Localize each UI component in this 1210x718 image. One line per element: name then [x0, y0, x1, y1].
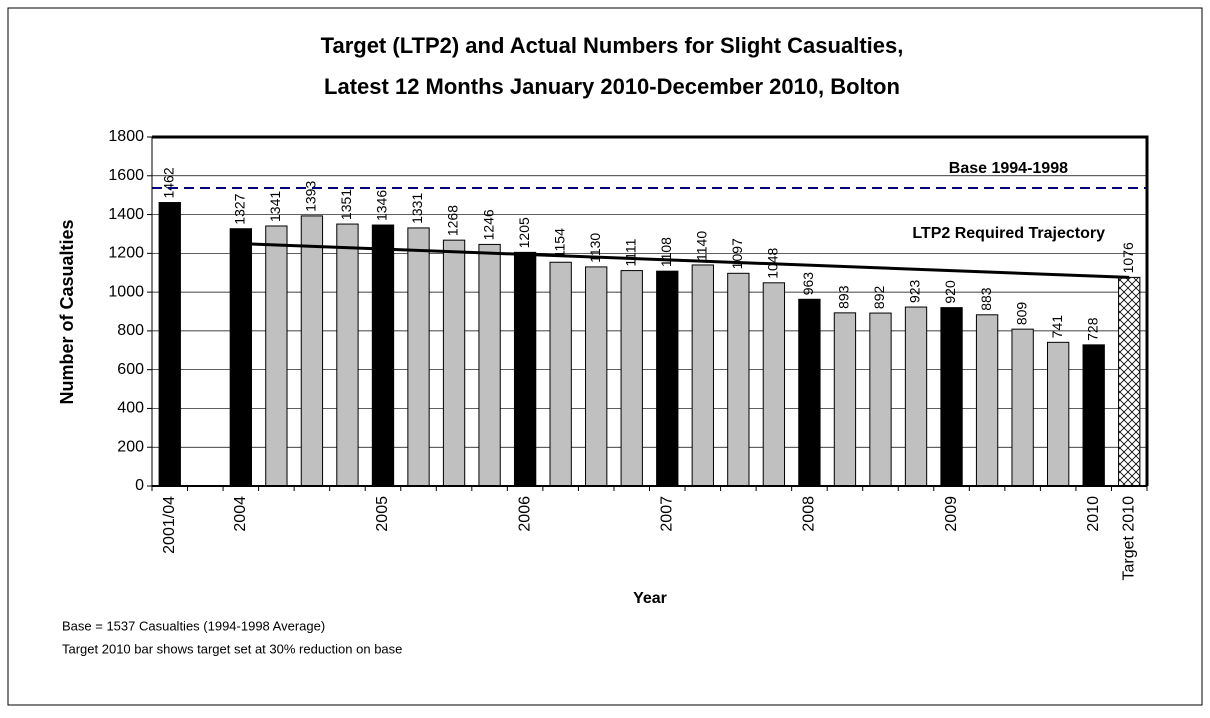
x-tick-label: 2009 — [943, 496, 960, 532]
chart-title: Latest 12 Months January 2010-December 2… — [324, 74, 900, 99]
data-label: 1111 — [622, 238, 638, 266]
data-label: 893 — [836, 285, 852, 309]
y-tick-label: 1400 — [108, 206, 144, 223]
y-tick-label: 400 — [117, 400, 144, 417]
bar — [620, 270, 643, 487]
note: Target 2010 bar shows target set at 30% … — [62, 641, 402, 656]
y-axis-label: Number of Casualties — [57, 219, 77, 404]
plot-frame — [152, 135, 1149, 486]
y-tick-label: 1000 — [108, 283, 144, 300]
data-label: 1327 — [232, 193, 248, 224]
y-tick-label: 600 — [117, 361, 144, 378]
trajectory-label: LTP2 Required Trajectory — [912, 225, 1105, 242]
data-label: 1346 — [374, 190, 390, 221]
data-label: 1351 — [338, 189, 354, 220]
bar — [585, 266, 608, 487]
data-label: 728 — [1084, 317, 1100, 341]
note: Base = 1537 Casualties (1994-1998 Averag… — [62, 618, 325, 633]
bar — [407, 227, 430, 487]
x-tick-label: 2007 — [658, 496, 675, 532]
y-tick-label: 1600 — [108, 167, 144, 184]
x-tick-label: 2008 — [801, 496, 818, 532]
data-label: 1246 — [480, 209, 496, 240]
data-label: 923 — [907, 279, 923, 303]
bar — [727, 272, 750, 487]
y-tick-label: 1800 — [108, 128, 144, 145]
bar — [762, 282, 786, 487]
x-tick-label: 2005 — [374, 496, 391, 532]
y-tick-label: 200 — [117, 438, 144, 455]
data-label: 892 — [871, 285, 887, 309]
data-label: 1205 — [516, 217, 532, 248]
bar — [869, 312, 892, 487]
x-tick-label: Target 2010 — [1120, 496, 1137, 581]
y-tick-label: 800 — [117, 322, 144, 339]
x-tick-label: 2001/04 — [161, 496, 178, 554]
data-label: 809 — [1013, 302, 1029, 326]
bar — [300, 215, 324, 487]
data-label: 741 — [1049, 315, 1065, 339]
bar — [229, 228, 253, 487]
bar — [549, 261, 572, 487]
bar — [1047, 341, 1070, 487]
trajectory-line — [240, 242, 1130, 279]
data-label: 1140 — [694, 231, 710, 261]
data-label: 1341 — [267, 191, 283, 222]
bar — [371, 224, 395, 487]
x-axis-label: Year — [633, 590, 667, 607]
data-label: 1108 — [658, 237, 674, 267]
data-label: 963 — [800, 272, 816, 296]
x-tick-label: 2006 — [516, 496, 533, 532]
data-label: 1393 — [303, 181, 319, 212]
bar — [442, 239, 466, 487]
bar — [513, 251, 537, 487]
bar — [265, 225, 288, 487]
data-label: 1462 — [160, 167, 176, 198]
data-label: 1097 — [729, 238, 745, 269]
bar — [940, 307, 963, 487]
bar — [904, 306, 928, 487]
data-label: 1268 — [445, 205, 461, 236]
base-label: Base 1994-1998 — [949, 160, 1068, 177]
bar — [798, 298, 821, 487]
bar — [478, 243, 501, 487]
data-label: 1130 — [587, 233, 603, 263]
data-label: 1331 — [409, 193, 425, 224]
data-label: 883 — [978, 287, 994, 311]
data-label: 1076 — [1120, 242, 1136, 273]
bar — [336, 223, 359, 487]
bar — [1011, 328, 1034, 487]
bar — [656, 270, 679, 487]
x-tick-label: 2010 — [1085, 496, 1102, 532]
bar — [1082, 344, 1105, 487]
bar — [833, 312, 857, 487]
bar — [158, 202, 181, 487]
bar — [975, 314, 999, 487]
data-label: 1154 — [551, 228, 567, 258]
data-label: 920 — [942, 280, 958, 304]
y-tick-label: 1200 — [108, 245, 144, 262]
x-tick-label: 2004 — [232, 496, 249, 532]
bar — [691, 264, 714, 487]
bar — [1118, 276, 1141, 487]
chart-title: Target (LTP2) and Actual Numbers for Sli… — [321, 33, 904, 58]
y-tick-label: 0 — [135, 477, 144, 494]
